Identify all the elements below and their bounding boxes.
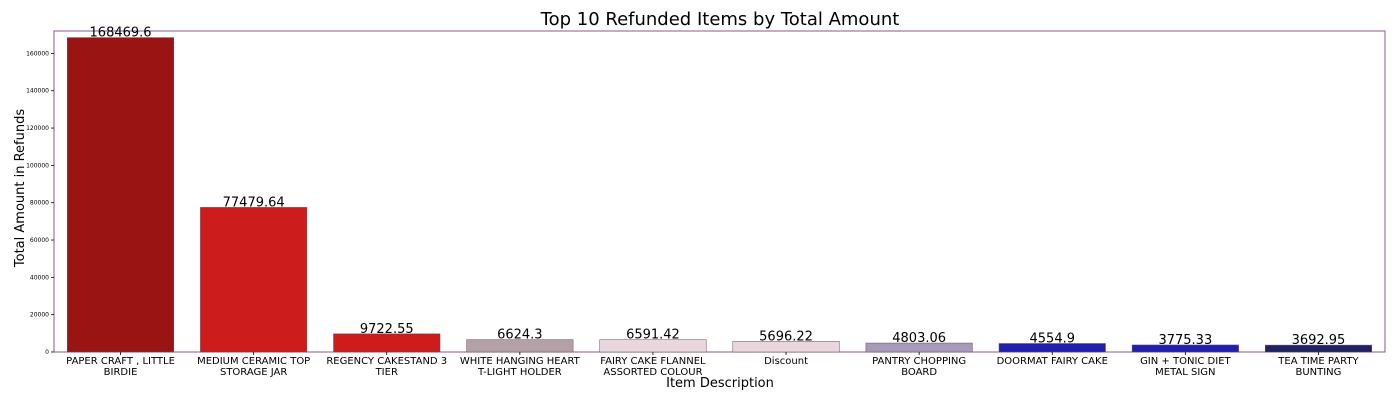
y-axis-label: Total Amount in Refunds [13, 109, 28, 268]
data-label: 5696.22 [759, 329, 813, 344]
y-tick-label: 140000 [26, 88, 49, 95]
y-tick-label: 20000 [30, 312, 49, 319]
data-label: 6624.3 [497, 328, 543, 343]
chart-title: Top 10 Refunded Items by Total Amount [540, 9, 900, 30]
data-label: 4803.06 [892, 331, 946, 346]
data-label: 3692.95 [1292, 333, 1346, 348]
x-tick-label: TEA TIME PARTY [1277, 356, 1359, 367]
y-tick-label: 0 [45, 349, 49, 356]
y-tick-label: 160000 [26, 50, 49, 57]
plot-area [53, 30, 1386, 353]
data-labels: 168469.6 77479.64 9722.55 6624.3 6591.42 5696… [90, 26, 1346, 349]
bar [200, 207, 308, 353]
bars [67, 37, 1372, 353]
x-tick-label: ASSORTED COLOUR [603, 367, 702, 378]
x-tick-label: REGENCY CAKESTAND 3 [326, 356, 447, 367]
x-tick-label: PAPER CRAFT , LITTLE [66, 356, 175, 367]
x-tick-label: BIRDIE [104, 367, 138, 378]
data-label: 3775.33 [1158, 333, 1212, 348]
y-tick-label: 60000 [30, 237, 49, 244]
x-tick-label: MEDIUM CERAMIC TOP [197, 356, 310, 367]
data-label: 6591.42 [626, 328, 680, 343]
data-label: 168469.6 [90, 26, 152, 41]
y-tick-label: 80000 [30, 200, 49, 207]
data-label: 77479.64 [223, 195, 285, 210]
x-tick-label: STORAGE JAR [220, 367, 287, 378]
y-axis: 0 20000 40000 60000 80000 100000 120000 140000 1… [26, 50, 54, 356]
x-tick-label: Discount [764, 356, 808, 367]
x-tick-label: WHITE HANGING HEART [460, 356, 581, 367]
x-tick-label: T-LIGHT HOLDER [477, 367, 562, 378]
data-label: 9722.55 [360, 322, 414, 337]
x-tick-label: PANTRY CHOPPING [872, 356, 966, 367]
bar [67, 37, 175, 353]
x-tick-label: BUNTING [1295, 367, 1341, 378]
y-tick-label: 100000 [26, 162, 49, 169]
x-tick-label: DOORMAT FAIRY CAKE [997, 356, 1108, 367]
x-tick-label: FAIRY CAKE FLANNEL [600, 356, 706, 367]
x-tick-label: GIN + TONIC DIET [1140, 356, 1231, 367]
x-tick-label: BOARD [901, 367, 937, 378]
data-label: 4554.9 [1030, 331, 1076, 346]
x-axis-label: Item Description [666, 376, 774, 391]
y-tick-label: 120000 [26, 125, 49, 132]
y-tick-label: 40000 [30, 274, 49, 281]
x-tick-label: TIER [375, 367, 398, 378]
plot-frame [53, 30, 1386, 353]
x-tick-label: METAL SIGN [1155, 367, 1215, 378]
